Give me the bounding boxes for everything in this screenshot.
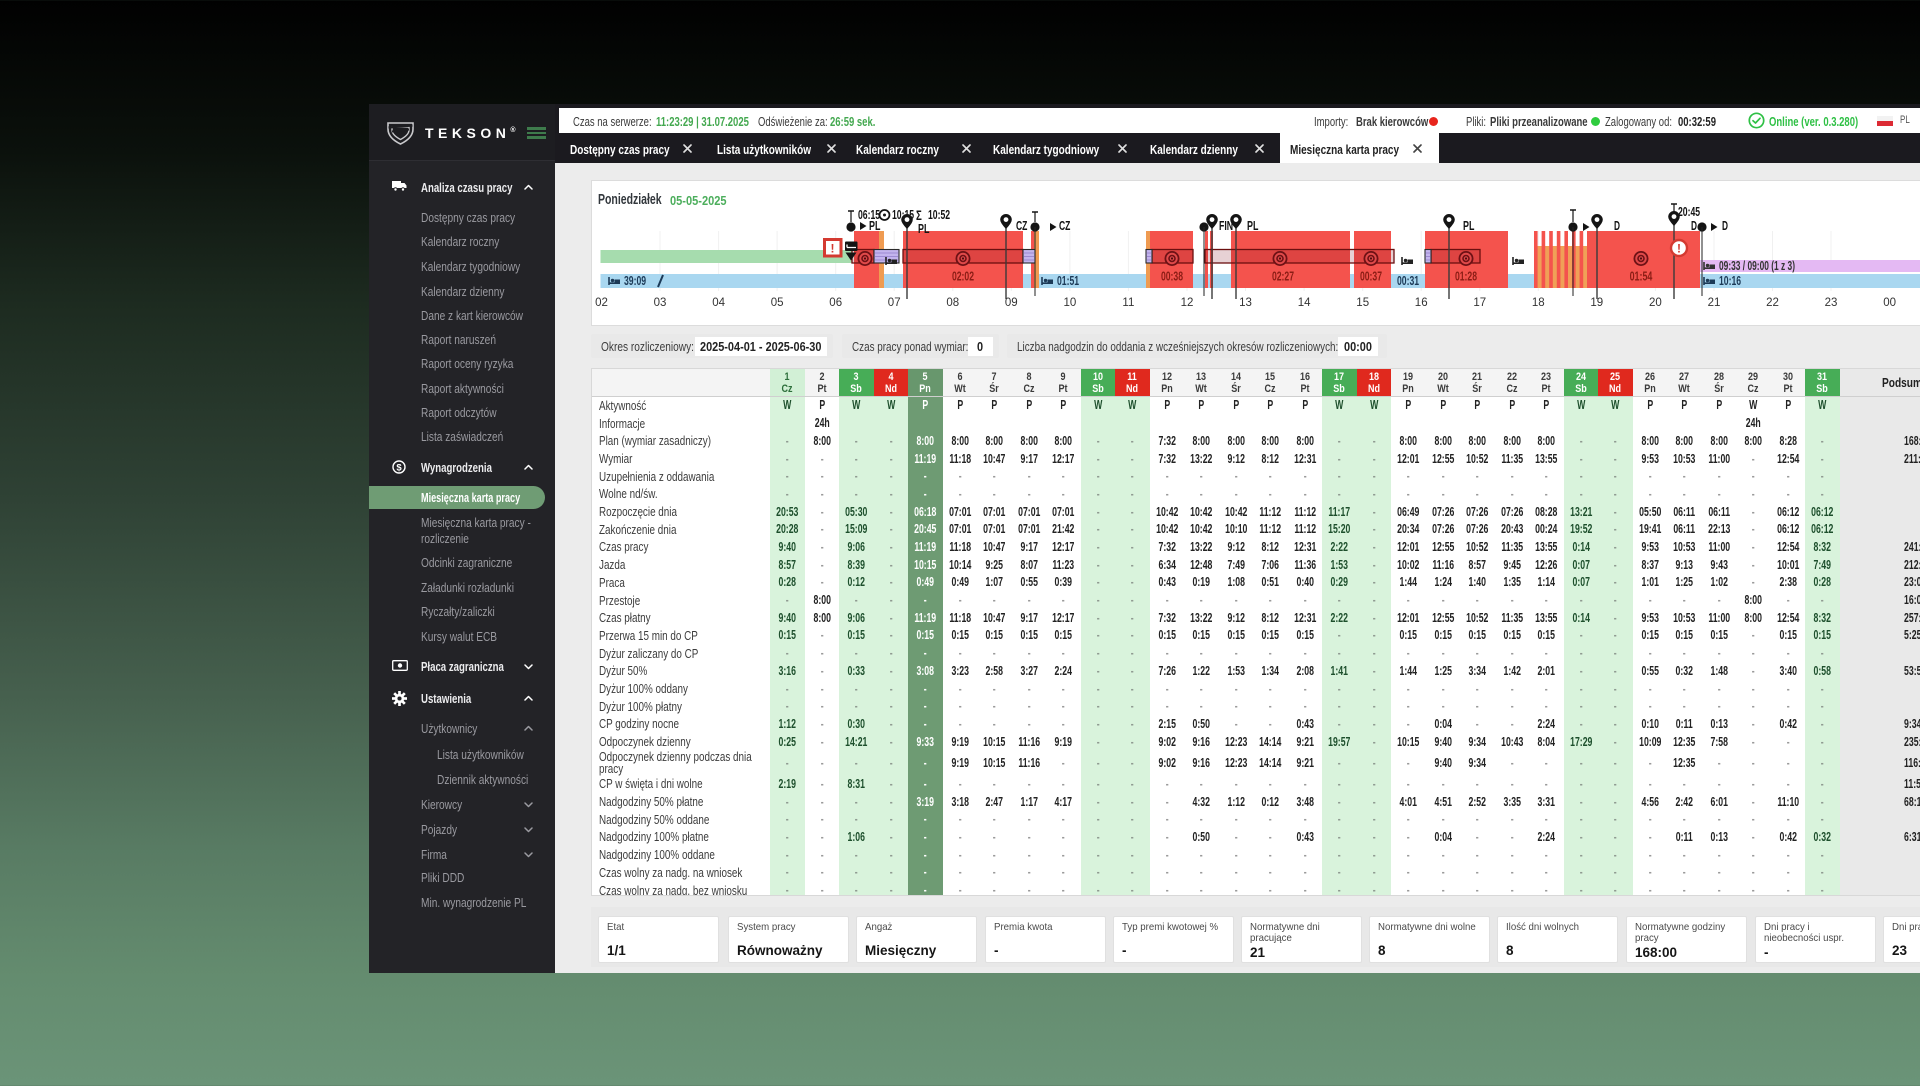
svg-text:17: 17 <box>1473 297 1486 309</box>
svg-text:D: D <box>1691 218 1697 233</box>
svg-text:22: 22 <box>1766 297 1779 309</box>
svg-text:PL: PL <box>1247 218 1258 233</box>
svg-text:00: 00 <box>1883 297 1896 309</box>
svg-text:Σ: Σ <box>916 207 922 223</box>
svg-text:04: 04 <box>712 297 725 309</box>
svg-text:03: 03 <box>654 297 667 309</box>
svg-text:06:15: 06:15 <box>858 207 880 222</box>
svg-text:10:16: 10:16 <box>1719 273 1741 288</box>
svg-text:PL: PL <box>1463 218 1474 233</box>
svg-text:FIN: FIN <box>1219 218 1233 233</box>
svg-text:01:54: 01:54 <box>1630 269 1653 284</box>
svg-text:10:52: 10:52 <box>928 207 950 222</box>
svg-text:02:02: 02:02 <box>952 269 974 284</box>
svg-text:20: 20 <box>1649 297 1662 309</box>
svg-text:06: 06 <box>829 297 842 309</box>
svg-text:39:09: 39:09 <box>624 273 646 288</box>
svg-text:19: 19 <box>1590 297 1603 309</box>
svg-text:15: 15 <box>1356 297 1369 309</box>
svg-text:10: 10 <box>1064 297 1077 309</box>
svg-text:!: ! <box>831 242 835 256</box>
svg-text:00:31: 00:31 <box>1397 273 1419 288</box>
svg-text:00:38: 00:38 <box>1161 269 1183 284</box>
svg-text:16: 16 <box>1415 297 1428 309</box>
svg-text:CZ: CZ <box>1059 218 1070 233</box>
svg-text:02:27: 02:27 <box>1272 269 1294 284</box>
svg-text:02: 02 <box>595 297 608 309</box>
svg-text:CZ: CZ <box>1016 218 1027 233</box>
svg-text:PL: PL <box>869 218 880 233</box>
svg-text:21: 21 <box>1708 297 1721 309</box>
svg-text:13: 13 <box>1239 297 1252 309</box>
svg-text:$: $ <box>396 463 402 474</box>
svg-text:05: 05 <box>771 297 784 309</box>
svg-text:09: 09 <box>1005 297 1018 309</box>
svg-text:PL: PL <box>918 221 929 236</box>
svg-text:11: 11 <box>1122 297 1134 309</box>
svg-text:18: 18 <box>1532 297 1545 309</box>
svg-text:20:45: 20:45 <box>1678 204 1700 219</box>
svg-text:D: D <box>1614 218 1620 233</box>
svg-text:00:37: 00:37 <box>1360 269 1382 284</box>
svg-text:14: 14 <box>1298 297 1311 309</box>
svg-text:01:51: 01:51 <box>1057 273 1079 288</box>
svg-text:!: ! <box>1677 242 1681 256</box>
svg-text:07: 07 <box>888 297 901 309</box>
svg-text:D: D <box>1722 218 1728 233</box>
svg-text:23: 23 <box>1825 297 1838 309</box>
svg-text:12: 12 <box>1181 297 1194 309</box>
svg-text:01:28: 01:28 <box>1455 269 1477 284</box>
svg-text:08: 08 <box>946 297 959 309</box>
svg-text:09:33 / 09:00 (1 z 3): 09:33 / 09:00 (1 z 3) <box>1719 259 1795 273</box>
